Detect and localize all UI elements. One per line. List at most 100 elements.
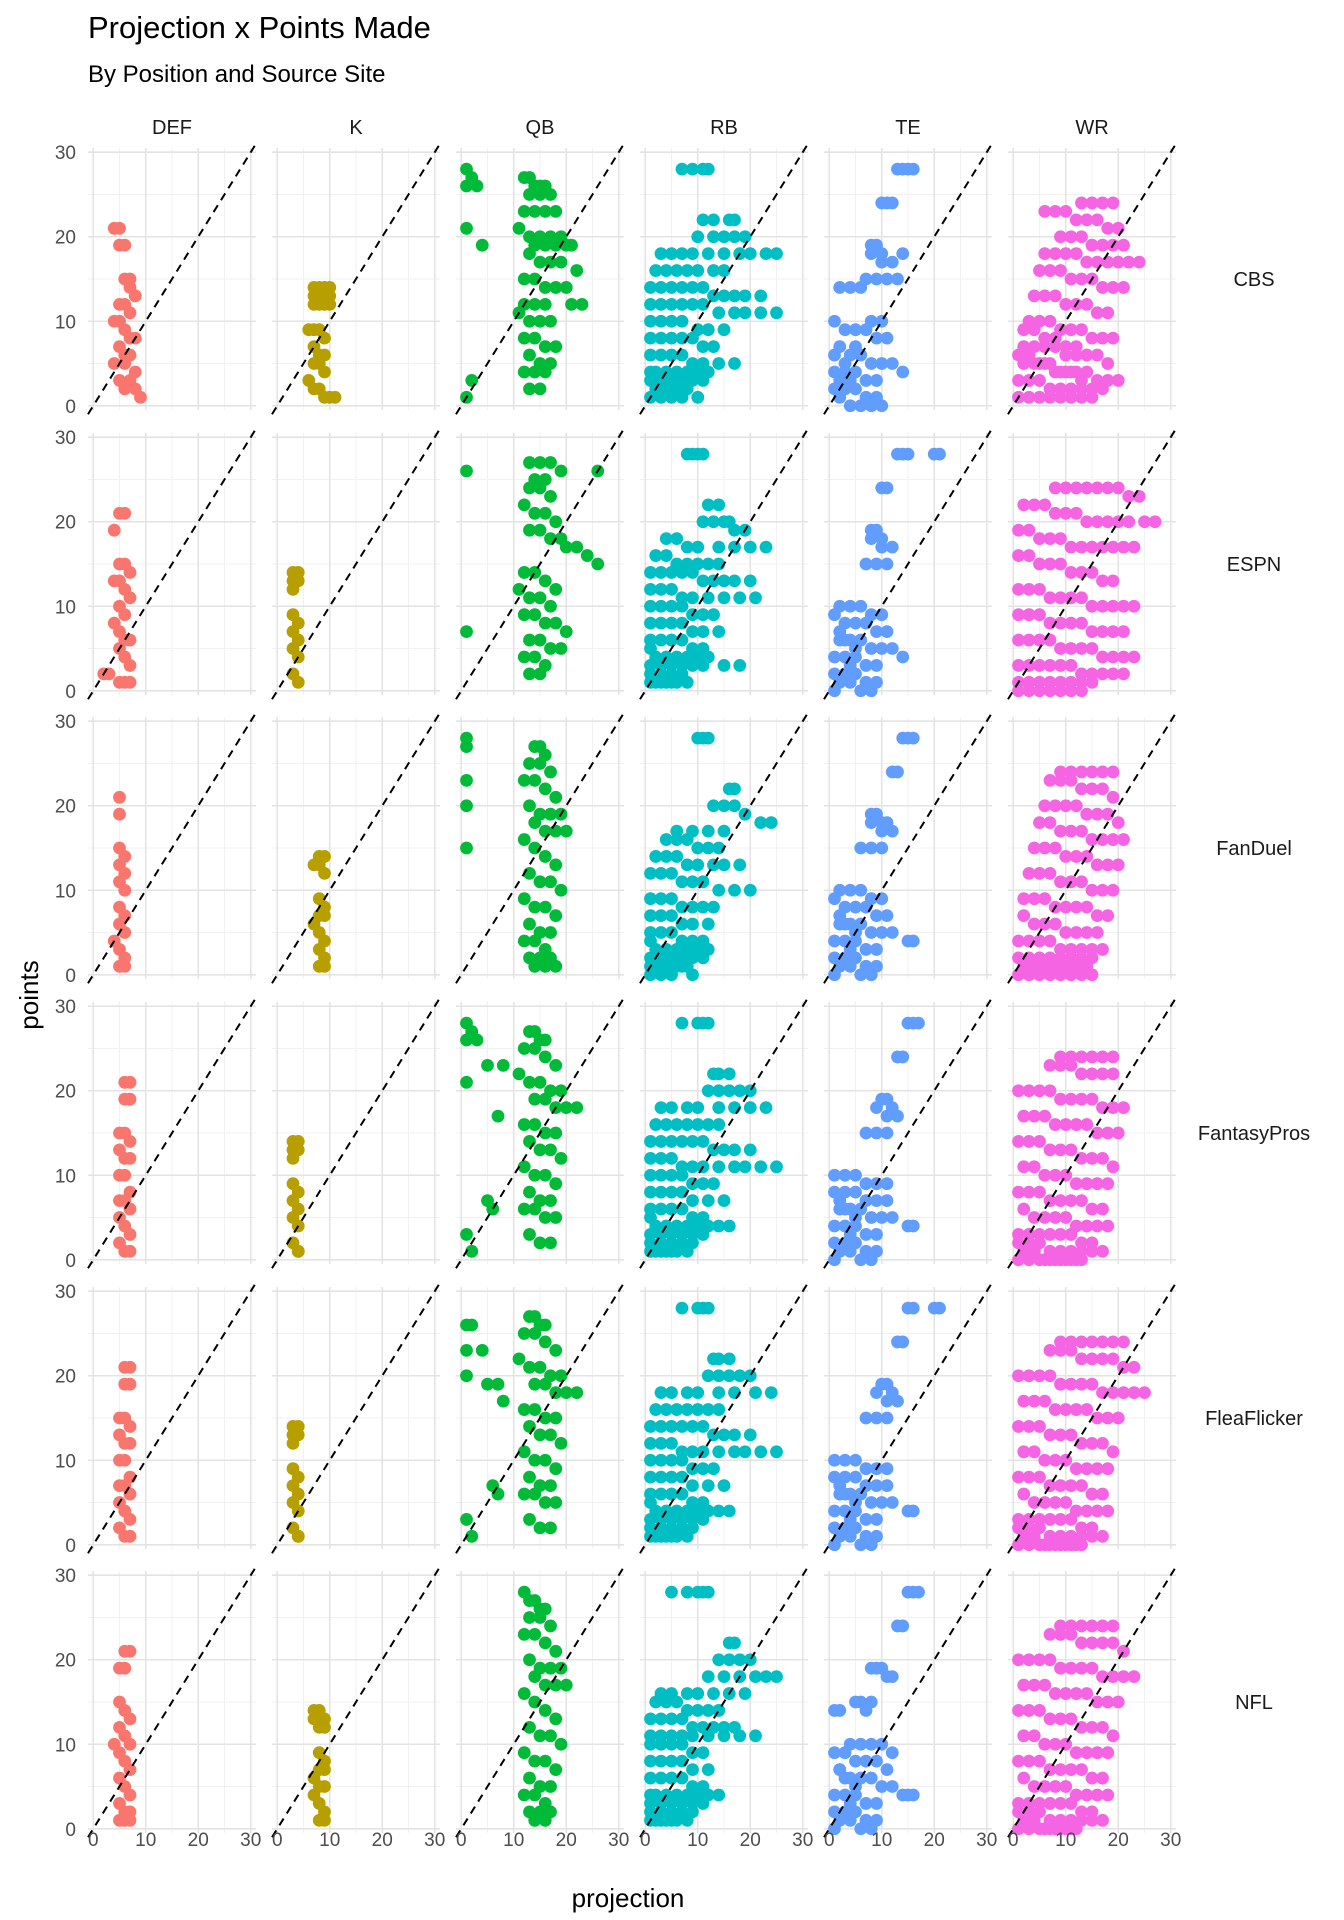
data-point bbox=[654, 909, 668, 923]
data-point bbox=[1075, 1092, 1088, 1106]
data-point bbox=[1075, 782, 1088, 796]
data-point bbox=[1085, 566, 1099, 579]
data-point bbox=[123, 1244, 137, 1258]
data-point bbox=[528, 1788, 542, 1802]
data-point bbox=[880, 331, 894, 345]
data-point bbox=[906, 1219, 920, 1233]
y-tick-label: 0 bbox=[65, 1536, 76, 1557]
data-point bbox=[1043, 1343, 1057, 1357]
data-point bbox=[123, 1513, 137, 1526]
data-point bbox=[538, 1377, 552, 1391]
data-point bbox=[680, 858, 694, 872]
data-point bbox=[1033, 866, 1046, 880]
data-point bbox=[123, 1075, 137, 1089]
data-point bbox=[870, 625, 883, 639]
data-point bbox=[665, 616, 678, 630]
data-point bbox=[1027, 1780, 1041, 1793]
data-point bbox=[1017, 1678, 1031, 1692]
data-point bbox=[654, 1487, 668, 1501]
data-point bbox=[1054, 1428, 1067, 1442]
data-point bbox=[1085, 238, 1099, 252]
data-point bbox=[533, 523, 547, 537]
data-point bbox=[460, 773, 473, 787]
data-point bbox=[843, 599, 857, 613]
data-point bbox=[1054, 875, 1067, 889]
data-point bbox=[665, 1813, 678, 1827]
data-point bbox=[1096, 281, 1109, 294]
data-point bbox=[118, 238, 132, 252]
data-point bbox=[891, 1109, 904, 1123]
data-point bbox=[896, 247, 910, 261]
y-tick-label: 20 bbox=[55, 1367, 76, 1388]
data-point bbox=[1017, 1394, 1031, 1408]
data-point bbox=[854, 684, 868, 698]
data-point bbox=[523, 1611, 536, 1624]
strip-label-rb: RB bbox=[710, 117, 738, 139]
data-point bbox=[1054, 824, 1067, 838]
data-point bbox=[1048, 1496, 1062, 1509]
data-point bbox=[1075, 323, 1088, 337]
data-point bbox=[665, 1453, 678, 1467]
data-point bbox=[696, 625, 710, 639]
data-point bbox=[859, 374, 873, 387]
data-point bbox=[864, 1253, 878, 1267]
data-point bbox=[870, 1228, 883, 1241]
data-point bbox=[1022, 549, 1036, 562]
data-point bbox=[833, 909, 847, 923]
reference-line bbox=[271, 997, 441, 1269]
reference-line bbox=[639, 1566, 809, 1838]
data-point bbox=[570, 1386, 584, 1400]
data-point bbox=[1085, 782, 1099, 796]
data-point bbox=[649, 850, 663, 863]
data-point bbox=[123, 1228, 137, 1241]
data-point bbox=[1075, 230, 1088, 244]
data-point bbox=[538, 959, 552, 973]
data-point bbox=[859, 1228, 873, 1241]
data-point bbox=[759, 540, 773, 554]
data-point bbox=[491, 1109, 505, 1123]
data-point bbox=[538, 1453, 552, 1467]
data-point bbox=[1012, 549, 1025, 562]
data-point bbox=[701, 1016, 715, 1030]
data-point bbox=[523, 523, 536, 537]
data-point bbox=[864, 399, 878, 413]
data-point bbox=[465, 1318, 479, 1332]
data-point bbox=[1017, 909, 1031, 923]
data-point bbox=[1043, 1084, 1057, 1098]
data-point bbox=[1064, 1822, 1078, 1836]
data-point bbox=[528, 1487, 542, 1501]
data-point bbox=[1059, 1687, 1073, 1700]
data-point bbox=[1075, 591, 1088, 605]
data-point bbox=[717, 1194, 731, 1208]
data-point bbox=[896, 1050, 910, 1064]
data-point bbox=[680, 1585, 694, 1599]
data-point bbox=[1064, 968, 1078, 982]
reference-line bbox=[87, 712, 257, 984]
data-point bbox=[1106, 196, 1120, 210]
data-point bbox=[675, 599, 689, 613]
data-point bbox=[1075, 196, 1088, 210]
data-point bbox=[1080, 850, 1094, 863]
data-point bbox=[1064, 1058, 1078, 1072]
data-point bbox=[712, 540, 726, 554]
data-point bbox=[123, 1813, 137, 1827]
strip-label-nfl: NFL bbox=[1235, 1692, 1273, 1714]
data-point bbox=[1059, 1780, 1073, 1793]
data-point bbox=[549, 1644, 563, 1658]
data-point bbox=[523, 1470, 536, 1484]
data-point bbox=[743, 574, 757, 588]
strip-label-qb: QB bbox=[526, 117, 555, 139]
data-point bbox=[1017, 498, 1031, 512]
data-point bbox=[523, 1653, 536, 1667]
data-point bbox=[770, 247, 783, 261]
data-point bbox=[870, 1754, 883, 1768]
data-point bbox=[1117, 650, 1130, 664]
data-point bbox=[743, 247, 757, 261]
data-point bbox=[707, 264, 720, 277]
panel-k-fantasypros bbox=[271, 997, 441, 1269]
data-point bbox=[1096, 1244, 1109, 1258]
data-point bbox=[1059, 247, 1073, 261]
data-point bbox=[528, 1118, 542, 1131]
data-point bbox=[738, 1160, 752, 1174]
data-point bbox=[1101, 1504, 1115, 1518]
